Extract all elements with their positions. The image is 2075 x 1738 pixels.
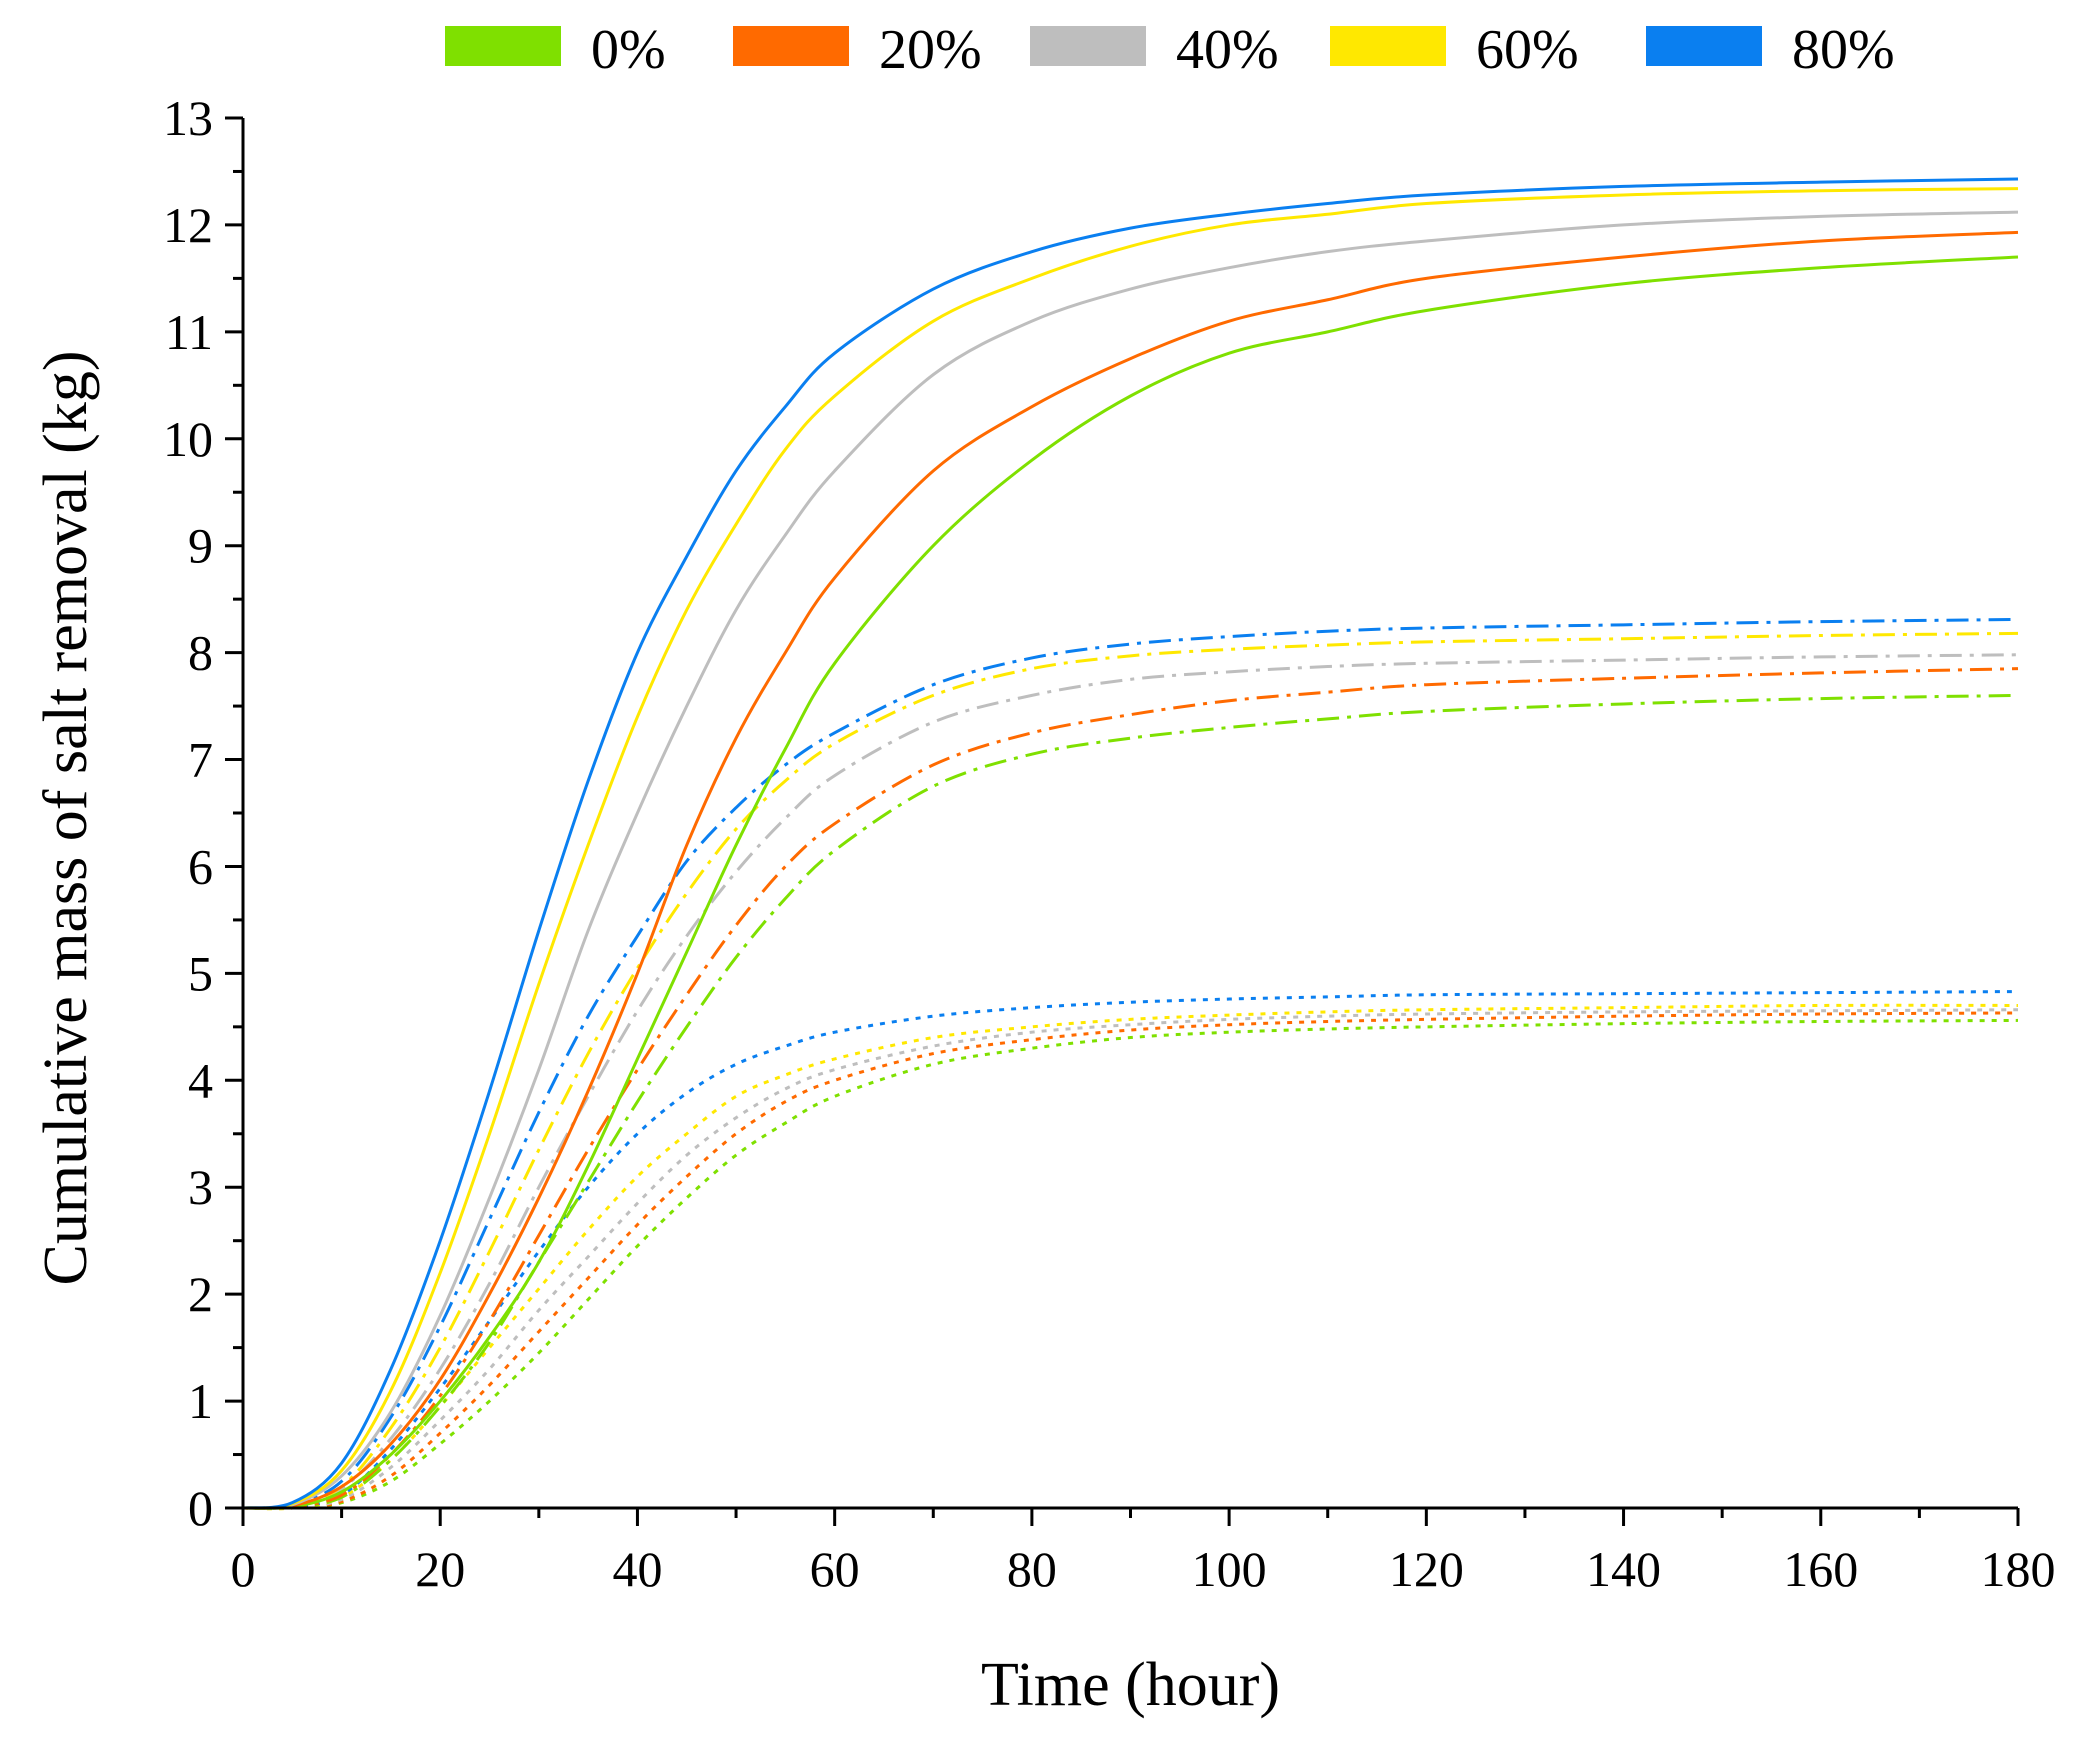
y-tick-label: 8 bbox=[188, 625, 213, 681]
x-tick-label: 140 bbox=[1586, 1541, 1661, 1597]
axes: 0 20 40 60 80 100 120 140 160 1800123456789101112… bbox=[163, 90, 2056, 1597]
series-line-80pct-dotted bbox=[242, 990, 2019, 1510]
x-tick-label: 40 bbox=[612, 1541, 662, 1597]
x-tick-label: 160 bbox=[1783, 1541, 1858, 1597]
y-axis-title: Cumulative mass of salt removal (kg) bbox=[32, 351, 100, 1286]
legend: 0% 20% 40% 60% 80% bbox=[445, 19, 1895, 81]
series-line-60pct-solid bbox=[242, 187, 2019, 1510]
series-line-80pct-solid bbox=[242, 177, 2019, 1510]
y-tick-label: 7 bbox=[188, 732, 213, 788]
legend-label: 60% bbox=[1476, 19, 1579, 81]
x-tick-label: 180 bbox=[1981, 1541, 2056, 1597]
y-tick-label: 13 bbox=[163, 90, 213, 146]
x-axis-title: Time (hour) bbox=[981, 1651, 1280, 1719]
y-tick-label: 12 bbox=[163, 197, 213, 253]
x-tick-label: 20 bbox=[415, 1541, 465, 1597]
y-tick-label: 11 bbox=[165, 304, 213, 360]
legend-label: 40% bbox=[1176, 19, 1279, 81]
y-tick-label: 1 bbox=[188, 1373, 213, 1429]
y-tick-label: 2 bbox=[188, 1266, 213, 1322]
series-line-20pct-dotted bbox=[242, 1011, 2019, 1510]
legend-swatch-0pct bbox=[445, 26, 561, 66]
series-line-0pct-dashdot bbox=[242, 693, 2019, 1510]
y-tick-label: 9 bbox=[188, 518, 213, 574]
y-tick-label: 4 bbox=[188, 1052, 213, 1108]
series-line-0pct-solid bbox=[242, 255, 2019, 1510]
legend-swatch-40pct bbox=[1030, 26, 1146, 66]
y-tick-label: 3 bbox=[188, 1159, 213, 1215]
axis-titles: Time (hour) Cumulative mass of salt remo… bbox=[32, 351, 1280, 1719]
series-line-0pct-dotted bbox=[242, 1018, 2019, 1510]
legend-label: 0% bbox=[591, 19, 666, 81]
y-tick-label: 6 bbox=[188, 838, 213, 894]
y-tick-label: 5 bbox=[188, 945, 213, 1001]
x-tick-label: 0 bbox=[231, 1541, 256, 1597]
legend-label: 80% bbox=[1792, 19, 1895, 81]
x-tick-label: 120 bbox=[1389, 1541, 1464, 1597]
series-line-60pct-dotted bbox=[242, 1003, 2019, 1511]
x-tick-label: 60 bbox=[810, 1541, 860, 1597]
legend-label: 20% bbox=[879, 19, 982, 81]
series-line-20pct-solid bbox=[242, 230, 2019, 1510]
x-tick-label: 100 bbox=[1192, 1541, 1267, 1597]
legend-swatch-60pct bbox=[1330, 26, 1446, 66]
legend-swatch-20pct bbox=[733, 26, 849, 66]
series-line-40pct-solid bbox=[242, 210, 2019, 1510]
y-tick-label: 0 bbox=[188, 1480, 213, 1536]
y-tick-label: 10 bbox=[163, 411, 213, 467]
series-line-40pct-dashdot bbox=[242, 653, 2019, 1510]
legend-swatch-80pct bbox=[1646, 26, 1762, 66]
series-line-60pct-dashdot bbox=[242, 631, 2019, 1510]
series-line-20pct-dashdot bbox=[242, 667, 2019, 1510]
series-line-80pct-dashdot bbox=[242, 617, 2019, 1510]
x-tick-label: 80 bbox=[1007, 1541, 1057, 1597]
series-lines bbox=[242, 177, 2019, 1511]
